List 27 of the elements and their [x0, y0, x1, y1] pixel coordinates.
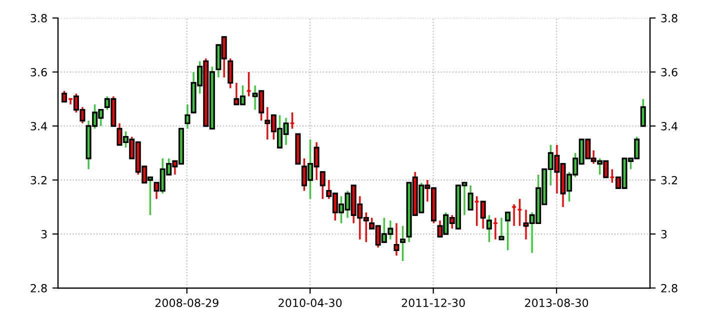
y-tick-label: 3.6: [30, 68, 47, 76]
y-tick-label: 2.8: [30, 284, 47, 292]
candlestick: [468, 184, 474, 211]
candlestick: [184, 104, 190, 130]
x-tick-label: 2010-04-30: [278, 298, 342, 308]
candlestick: [486, 214, 492, 243]
y-tick-label: 3.8: [30, 14, 47, 22]
candlestick: [640, 98, 646, 127]
candlestick: [505, 212, 511, 252]
y2-tick-label: 3.6: [661, 68, 678, 76]
y2-tick-label: 3.8: [661, 14, 678, 22]
candlestick: [498, 216, 504, 240]
x-tick-label: 2008-08-29: [155, 298, 218, 308]
y-tick-label: 3.4: [30, 122, 47, 130]
candlestick: [320, 171, 326, 200]
candlestick: [400, 225, 406, 262]
x-tick-label: 2011-12-30: [402, 298, 465, 308]
candlestick: [228, 58, 234, 90]
y-tick-label: 3: [41, 230, 47, 238]
y-tick-label: 3.2: [30, 176, 46, 184]
y2-tick-label: 3.4: [661, 122, 678, 130]
candlestick: [394, 222, 400, 256]
y2-tick-label: 2.8: [661, 284, 678, 292]
x-tick-label: 2013-08-30: [525, 298, 588, 308]
candlestick: [480, 200, 486, 230]
y2-tick-label: 3: [661, 230, 667, 238]
y2-tick-label: 3.2: [661, 176, 677, 184]
